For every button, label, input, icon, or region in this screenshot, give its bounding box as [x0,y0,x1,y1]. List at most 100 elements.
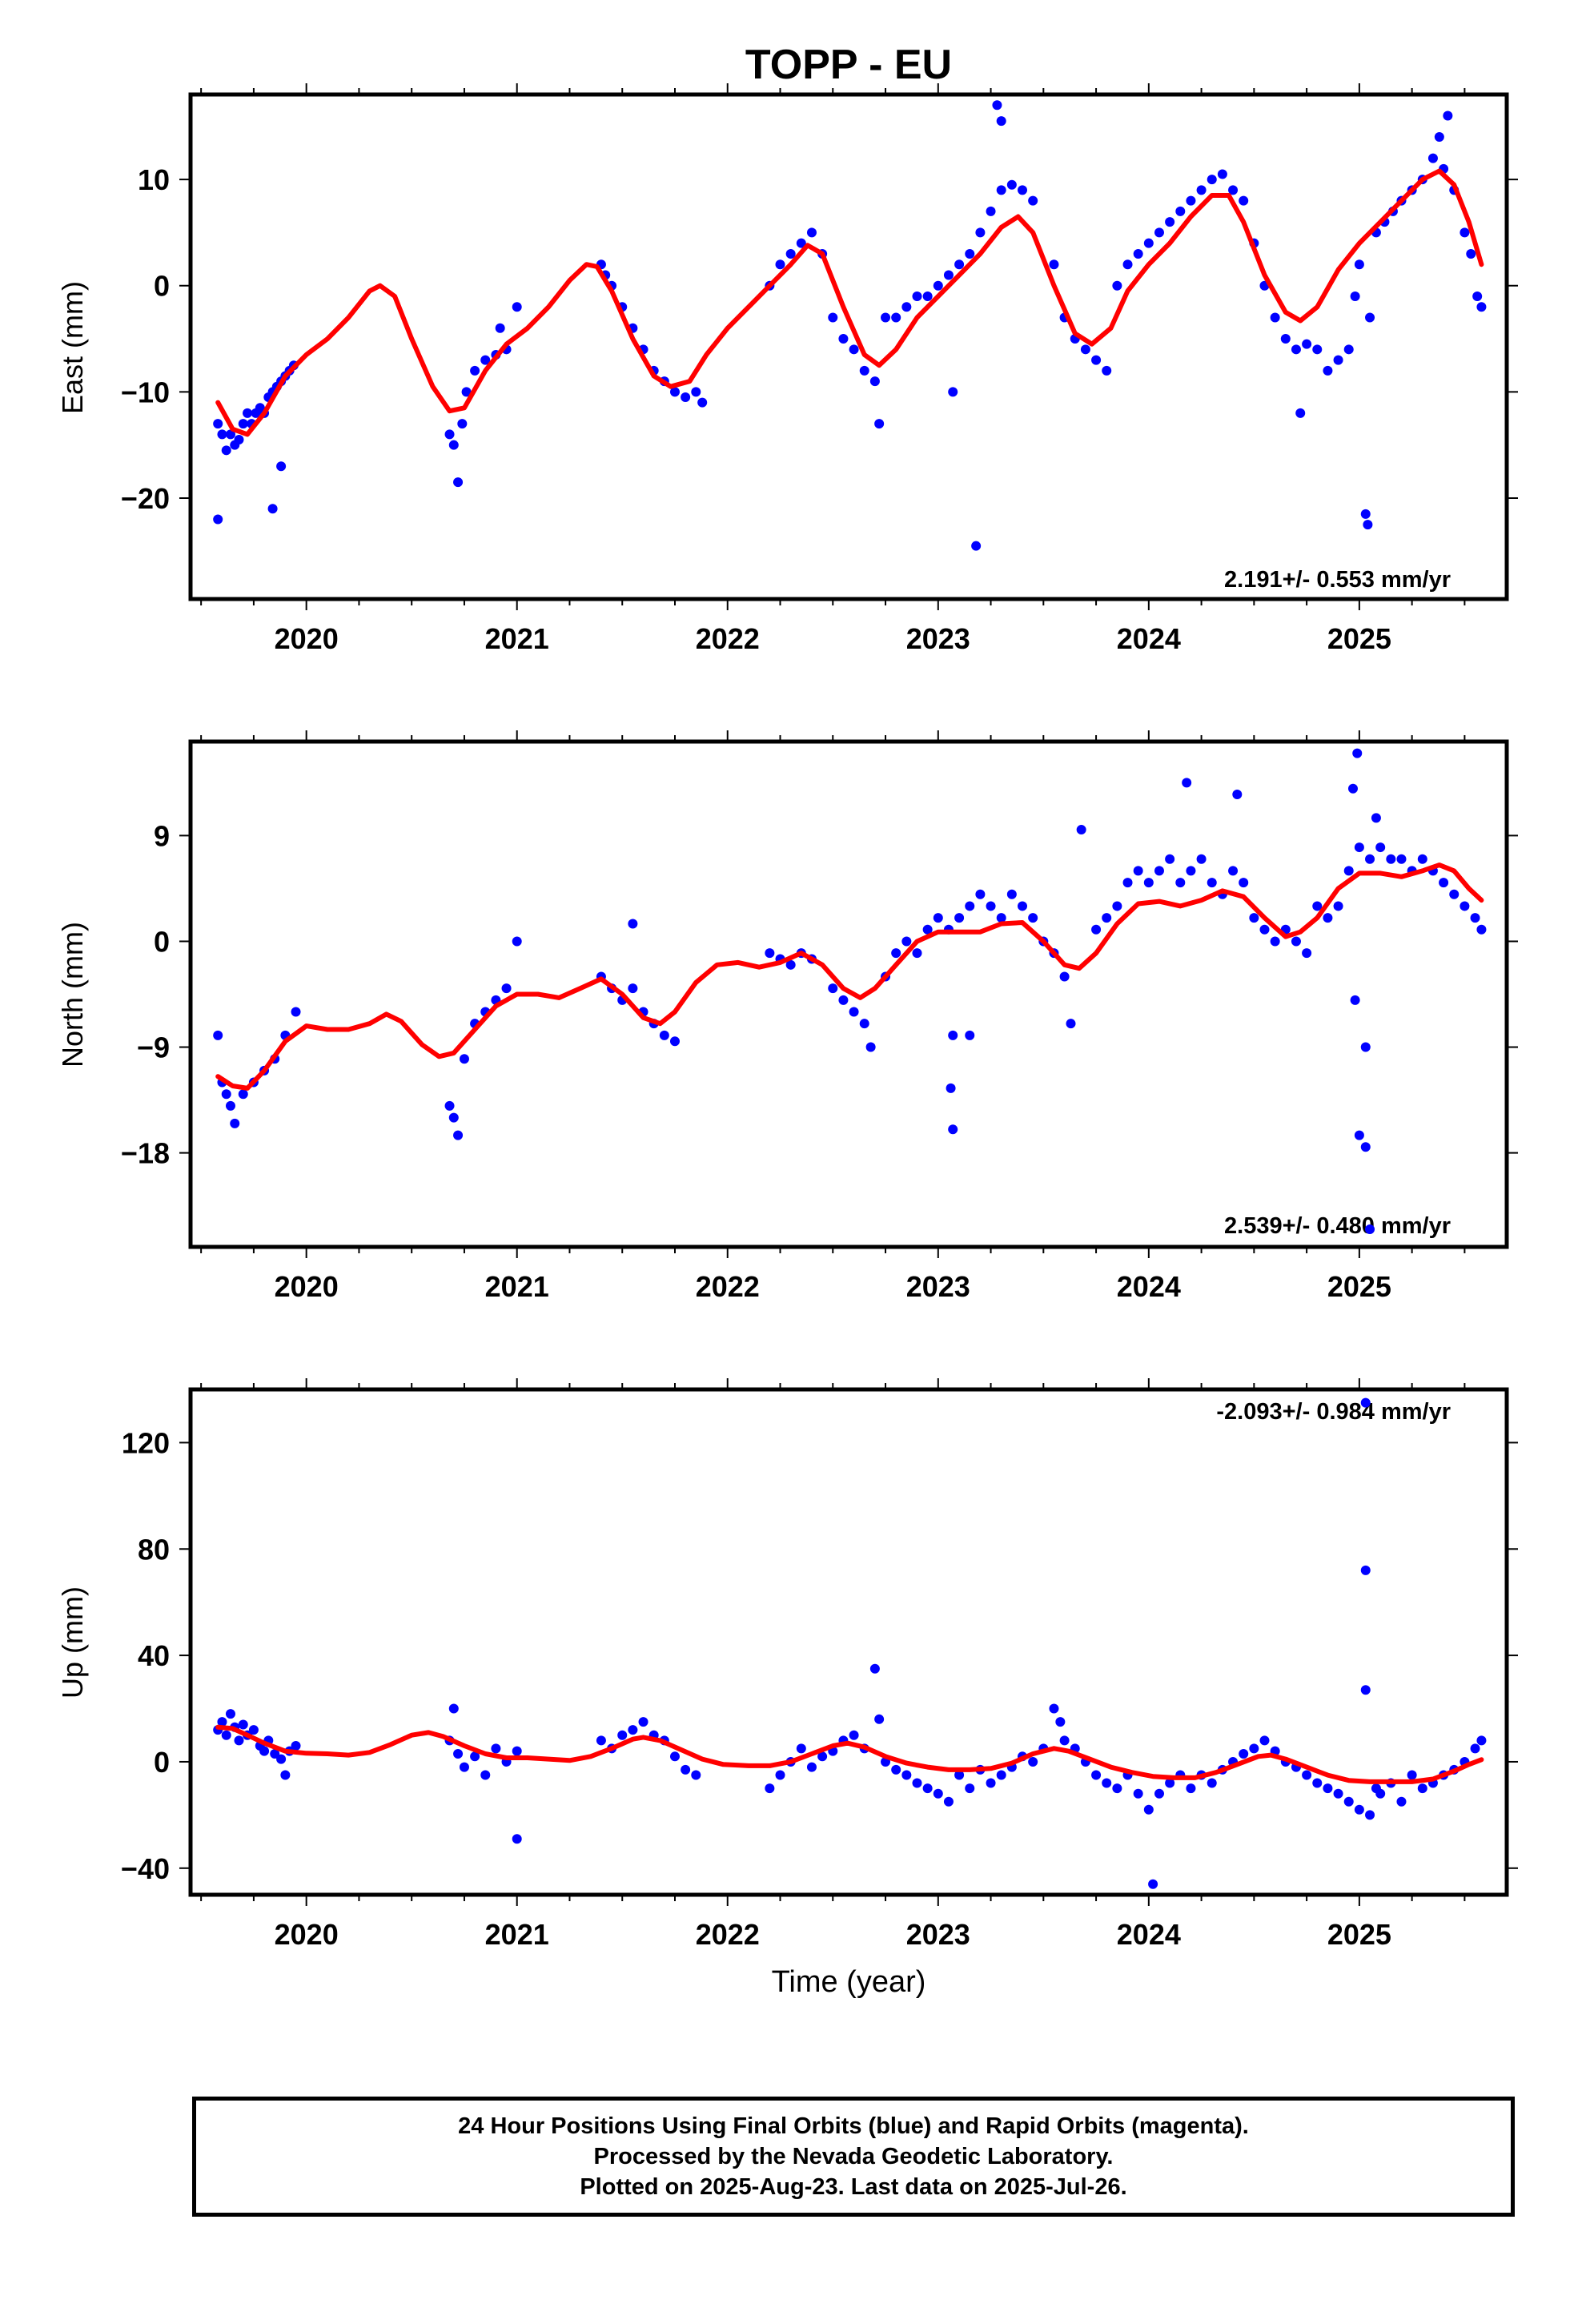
data-point [1059,1735,1070,1746]
data-point [276,1754,287,1764]
data-point [1270,312,1280,323]
x-tick-label: 2023 [906,622,970,655]
data-point [1217,169,1227,179]
data-point [1354,259,1364,270]
data-point [628,1725,638,1735]
data-point [669,387,680,397]
data-point [1354,1130,1364,1140]
footer-line-3: Plotted on 2025-Aug-23. Last data on 202… [580,2174,1127,2200]
data-point [943,1796,954,1807]
data-point [1066,1019,1076,1029]
data-point [221,1730,231,1740]
data-point [1259,924,1270,935]
y-tick-label: 0 [154,270,170,303]
data-point [948,387,958,397]
data-point [1049,259,1059,270]
data-point [948,1030,958,1040]
data-point [669,1036,680,1047]
data-point [444,1100,455,1111]
x-tick-label: 2023 [906,1270,970,1303]
data-point [225,429,235,440]
x-tick-label: 2024 [1117,1270,1181,1303]
footer-line-1: 24 Hour Positions Using Final Orbits (bl… [458,2113,1249,2139]
x-tick-label: 2021 [485,622,549,655]
x-tick-label: 2025 [1327,622,1391,655]
data-point [512,936,522,947]
data-point [1375,1788,1386,1799]
data-point [1112,280,1122,291]
data-point [891,948,901,959]
data-point [1259,1735,1270,1746]
data-point [1407,1770,1417,1780]
data-point [785,959,796,970]
data-point [638,1717,648,1727]
data-point [270,1748,280,1759]
north-rate-label: 2.539+/- 0.480 mm/yr [1224,1213,1451,1239]
data-point [1228,185,1239,195]
data-point [828,312,838,323]
x-tick-label: 2020 [275,1918,339,1951]
data-point [874,1714,885,1724]
data-point [1360,1685,1371,1695]
data-point [1350,292,1360,301]
x-tick-label: 2024 [1117,622,1181,655]
data-point [1354,842,1364,853]
data-point [891,312,901,323]
data-point [912,948,922,959]
data-point [1196,185,1207,195]
data-point [1476,302,1487,312]
data-point [838,995,849,1005]
data-point [1343,1796,1354,1807]
data-point [849,1007,859,1017]
data-point [765,948,775,959]
data-point [1352,748,1363,758]
data-point [1196,854,1207,864]
x-tick-label: 2022 [696,1270,760,1303]
y-tick-label: 80 [138,1533,170,1566]
data-point [1165,1778,1175,1788]
data-point [617,1730,628,1740]
data-point [453,477,464,488]
data-point [992,100,1002,111]
y-tick-label: −18 [121,1137,170,1170]
data-point [628,983,638,994]
data-point [234,435,244,445]
data-point [891,1764,901,1775]
data-point [986,206,996,216]
data-point [1343,866,1354,876]
data-point [1280,334,1291,344]
data-point [1302,339,1312,349]
data-point [838,334,849,344]
data-point [996,913,1006,923]
up-frame [188,1387,1509,1897]
data-point [1347,783,1358,794]
data-point [1059,971,1070,982]
data-point [1165,217,1175,227]
data-point [1312,344,1323,355]
data-point [1333,901,1343,911]
data-point [1080,344,1090,355]
data-point [480,1770,491,1780]
north-plot-area [213,748,1487,1234]
fit-line [215,168,1484,437]
up-panel: Up (mm) -2.093+/- 0.984 mm/yr Time (year… [56,1378,1518,1999]
data-point [1476,924,1487,935]
data-point [1354,1804,1364,1815]
east-axis-label: East (mm) [56,281,89,414]
data-point [697,397,708,408]
data-point [217,429,227,440]
data-point [986,1778,996,1788]
data-point [1323,913,1333,923]
data-point [248,1725,259,1735]
data-point [659,1030,669,1040]
data-point [1360,1142,1371,1152]
data-point [806,1762,817,1772]
data-point [259,1746,270,1756]
data-point [1143,1804,1154,1815]
footer-note-box: 24 Hour Positions Using Final Orbits (bl… [192,2097,1515,2217]
east-panel: East (mm) 2.191+/- 0.553 mm/yr 2020 2021 2… [56,83,1518,655]
data-point [1239,1748,1249,1759]
data-point [448,1112,459,1123]
data-point [1350,995,1360,1005]
data-point [1360,1397,1371,1408]
